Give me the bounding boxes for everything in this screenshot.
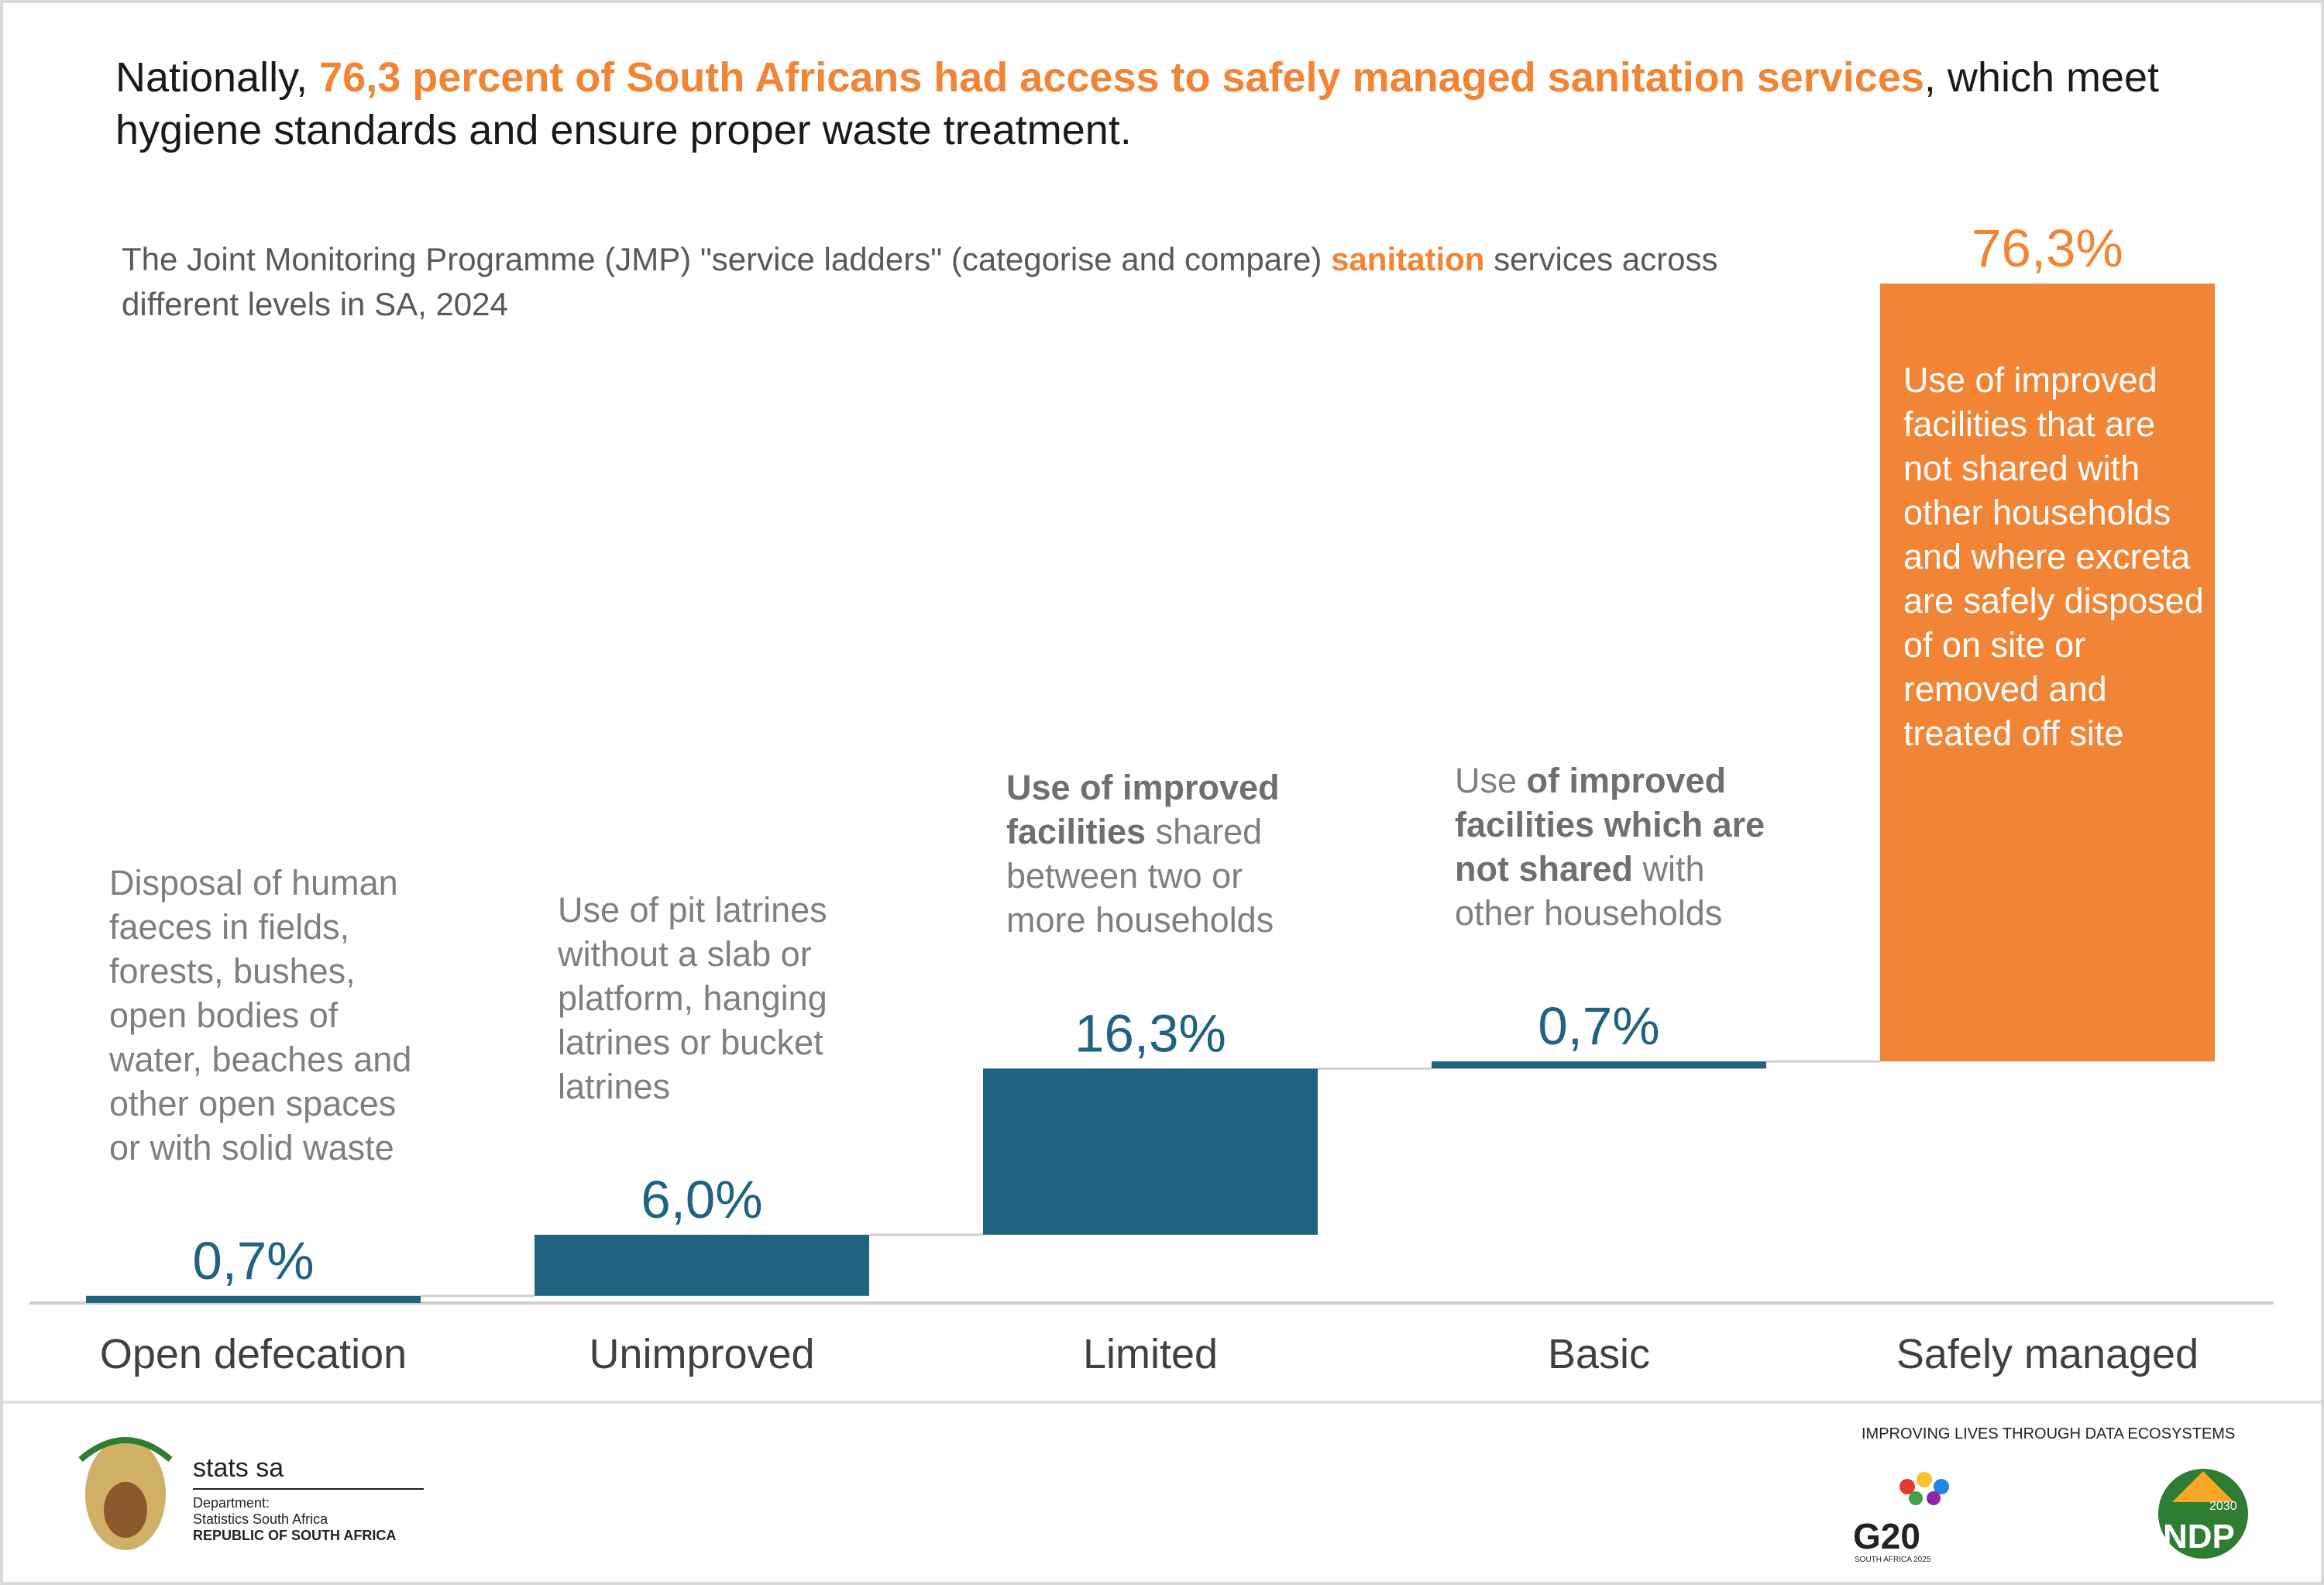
category-label: Basic xyxy=(1548,1331,1650,1377)
value-label: 0,7% xyxy=(1538,996,1659,1056)
g20-logo xyxy=(1899,1472,1949,1505)
text-run: with other households xyxy=(1455,849,1723,933)
ndp-text: NDP xyxy=(2163,1518,2235,1556)
crest-logo xyxy=(78,1437,173,1550)
country: REPUBLIC OF SOUTH AFRICA xyxy=(193,1528,397,1543)
text-run: 76,3 percent of South Africans had acces… xyxy=(319,54,1924,101)
text-run: Disposal of human faeces in fields, fore… xyxy=(109,862,412,1167)
bar xyxy=(983,1068,1318,1235)
category-label: Safely managed xyxy=(1896,1331,2199,1377)
category-label: Unimproved xyxy=(589,1331,814,1377)
description: Use of improved facilities that are not … xyxy=(1903,358,2207,755)
text-run: , which meet hygiene standards and ensur… xyxy=(115,54,2160,153)
text-run: Use of pit latrines without a slab or pl… xyxy=(558,889,827,1106)
slogan: IMPROVING LIVES THROUGH DATA ECOSYSTEMS xyxy=(1862,1425,2236,1442)
text-run: Use of improved facilities that are not … xyxy=(1903,360,2204,753)
department: Department: xyxy=(193,1495,270,1511)
bar xyxy=(86,1295,421,1303)
headline: Nationally, 76,3 percent of South Africa… xyxy=(115,51,2223,156)
description: Disposal of human faeces in fields, fore… xyxy=(109,861,435,1170)
value-label: 76,3% xyxy=(1972,218,2123,278)
description: Use of improved facilities shared betwee… xyxy=(1006,765,1332,942)
text-run: Use of improved facilities xyxy=(1006,768,1280,852)
category-label: Open defecation xyxy=(100,1331,407,1377)
g20-text: G20 xyxy=(1853,1516,1920,1556)
bar xyxy=(535,1234,869,1296)
bar xyxy=(1432,1061,1766,1069)
g20-subtext: SOUTH AFRICA 2025 xyxy=(1855,1556,1931,1564)
text-run: services across different levels in SA, … xyxy=(122,241,1718,322)
value-label: 16,3% xyxy=(1074,1003,1226,1063)
org-name: stats sa xyxy=(193,1453,284,1483)
text-run: Nationally, xyxy=(115,54,320,101)
agency: Statistics South Africa xyxy=(193,1511,328,1527)
subtitle: The Joint Monitoring Programme (JMP) "se… xyxy=(122,237,1787,327)
value-label: 0,7% xyxy=(192,1231,314,1291)
description: Use of pit latrines without a slab or pl… xyxy=(558,888,883,1109)
bar xyxy=(1880,284,2215,1062)
text-run: shared between two or more households xyxy=(1006,812,1274,940)
text-run: sanitation xyxy=(1331,241,1485,277)
chart: 0,7% Open defecation 6,0% Unimproved 16,3% Li… xyxy=(3,218,2321,1559)
description: Use of improved facilities which are not… xyxy=(1455,758,1780,935)
text-run: Use xyxy=(1455,761,1527,801)
text-run: of improved facilities which are not sha… xyxy=(1455,761,1765,889)
text-run: The Joint Monitoring Programme (JMP) "se… xyxy=(122,241,1332,277)
value-label: 6,0% xyxy=(641,1170,762,1229)
category-label: Limited xyxy=(1083,1331,1218,1377)
ndp-year: 2030 xyxy=(2209,1500,2237,1513)
ndp-logo xyxy=(2158,1469,2248,1559)
